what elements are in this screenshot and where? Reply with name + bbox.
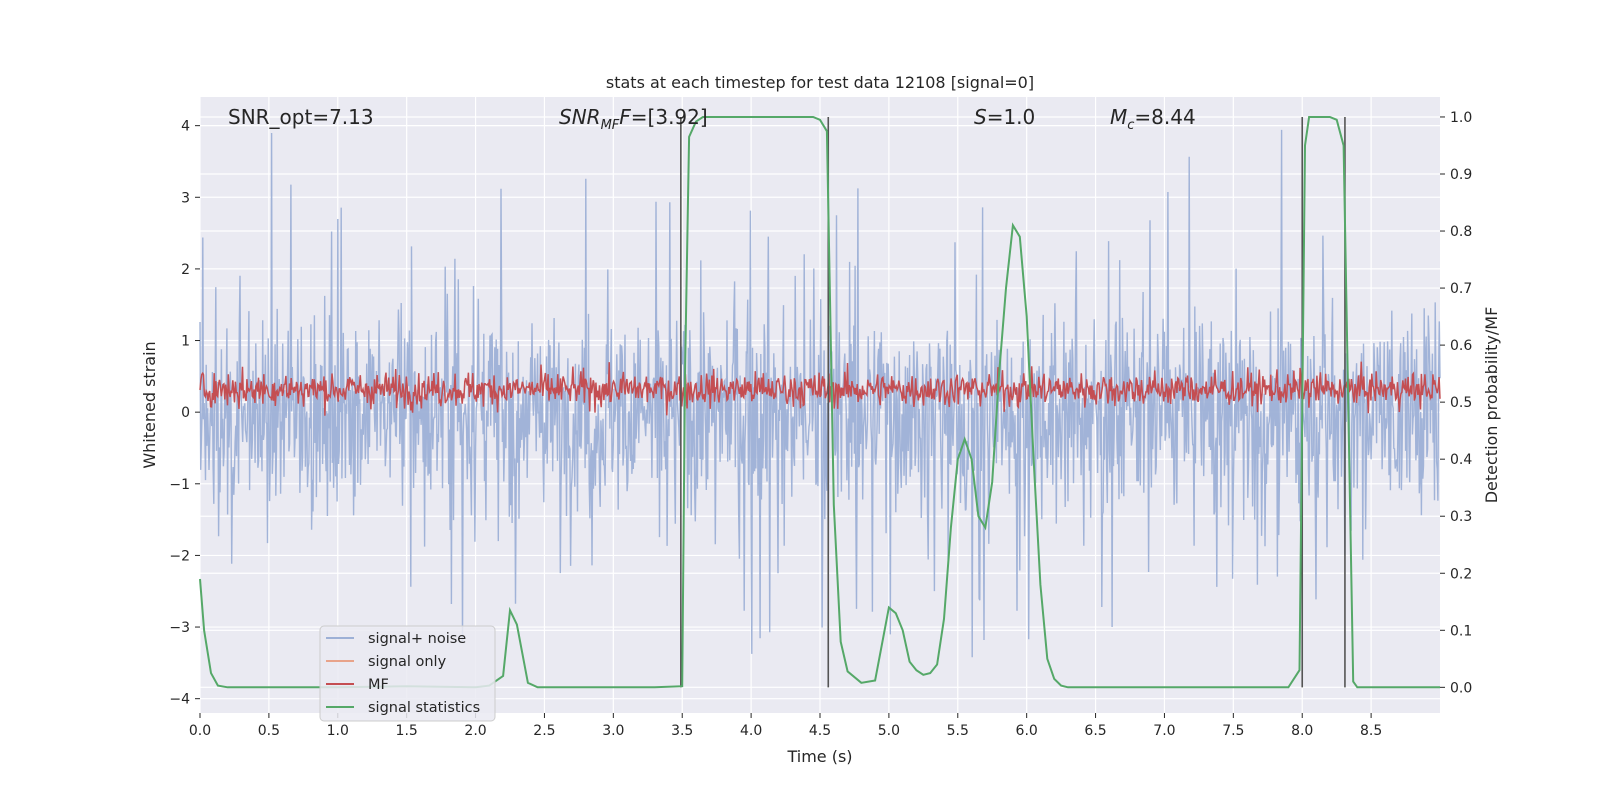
annotation-snr-mf-main: SNR — [559, 105, 601, 129]
annotation-snr-mf-f: F — [619, 105, 631, 129]
x-tick-label-1: 0.5 — [258, 723, 280, 739]
y-tick-label-0: −4 — [169, 692, 190, 708]
mf-line — [199, 361, 1441, 416]
x-tick-label-9: 4.5 — [809, 723, 831, 739]
annotation-s: S=1.0 — [974, 105, 1035, 129]
legend-label-signal-only: signal only — [368, 654, 447, 670]
y-tick-label-3: −1 — [169, 477, 190, 493]
y2-tick-label-0: 0.0 — [1450, 680, 1472, 696]
x-tick-label-16: 8.0 — [1291, 723, 1313, 739]
annotation-mc-main: M — [1110, 105, 1127, 129]
y2-tick-label-8: 0.8 — [1450, 224, 1472, 240]
chart-title: stats at each timestep for test data 121… — [606, 73, 1034, 92]
y-tick-label-7: 3 — [181, 190, 190, 206]
x-tick-label-14: 7.0 — [1153, 723, 1175, 739]
y2-tick-label-1: 0.1 — [1450, 623, 1472, 639]
annotation-mc-sub: c — [1127, 118, 1134, 133]
y2-tick-label-6: 0.6 — [1450, 338, 1472, 354]
legend-box — [319, 625, 496, 722]
x-tick-label-10: 5.0 — [878, 723, 900, 739]
x-tick-label-17: 8.5 — [1360, 723, 1382, 739]
annotation-snr-mf-value: =[3.92] — [631, 105, 708, 129]
mf-series — [199, 361, 1441, 416]
x-tick-label-4: 2.0 — [464, 723, 486, 739]
annotation-snr-mf: SNRMFF=[3.92] — [559, 105, 708, 133]
annotation-mc-value: =8.44 — [1134, 105, 1195, 129]
y2-tick-label-7: 0.7 — [1450, 281, 1472, 297]
annotation-snr-opt: SNR_opt=7.13 — [228, 105, 374, 129]
y2-tick-label-3: 0.3 — [1450, 509, 1472, 525]
signal-statistics-series — [199, 116, 1440, 689]
legend: signal+ noise signal only MF signal stat… — [319, 625, 496, 722]
x-tick-label-5: 2.5 — [533, 723, 555, 739]
legend-label-signal-statistics: signal statistics — [368, 700, 480, 716]
x-tick-label-0: 0.0 — [189, 723, 211, 739]
annotation-mc: Mc=8.44 — [1110, 105, 1196, 133]
annotation-snr-mf-sub: MF — [601, 118, 620, 133]
y2-tick-label-9: 0.9 — [1450, 167, 1472, 183]
annotation-s-main: S — [974, 105, 987, 129]
x-tick-label-11: 5.5 — [947, 723, 969, 739]
y-tick-label-6: 2 — [181, 262, 190, 278]
y2-tick-label-4: 0.4 — [1450, 452, 1472, 468]
x-tick-label-6: 3.0 — [602, 723, 624, 739]
legend-label-signal-noise: signal+ noise — [368, 631, 466, 647]
x-tick-label-12: 6.0 — [1016, 723, 1038, 739]
x-tick-label-8: 4.0 — [740, 723, 762, 739]
x-tick-label-13: 6.5 — [1084, 723, 1106, 739]
y2-tick-label-10: 1.0 — [1450, 110, 1472, 126]
x-tick-label-3: 1.5 — [396, 723, 418, 739]
x-axis-label: Time (s) — [786, 747, 852, 766]
y2-tick-label-2: 0.2 — [1450, 566, 1472, 582]
y-tick-label-8: 4 — [181, 119, 190, 135]
axis-ticks: 0.0 0.5 1.0 1.5 2.0 2.5 3.0 3.5 4.0 4.5 5.0 5.5 6.0 6… — [169, 110, 1472, 739]
y2-axis-label: Detection probability/MF — [1482, 307, 1501, 504]
x-tick-label-7: 3.5 — [671, 723, 693, 739]
y-axis-label: Whitened strain — [140, 341, 159, 468]
y-tick-label-4: 0 — [181, 405, 190, 421]
y-tick-label-1: −3 — [169, 620, 190, 636]
y-tick-label-5: 1 — [181, 334, 190, 350]
y2-tick-label-5: 0.5 — [1450, 395, 1472, 411]
annotation-s-value: =1.0 — [987, 105, 1036, 129]
signal-statistics-line — [199, 116, 1440, 689]
x-tick-label-2: 1.0 — [327, 723, 349, 739]
x-tick-label-15: 7.5 — [1222, 723, 1244, 739]
legend-label-mf: MF — [368, 677, 389, 693]
y-tick-label-2: −2 — [169, 548, 190, 564]
